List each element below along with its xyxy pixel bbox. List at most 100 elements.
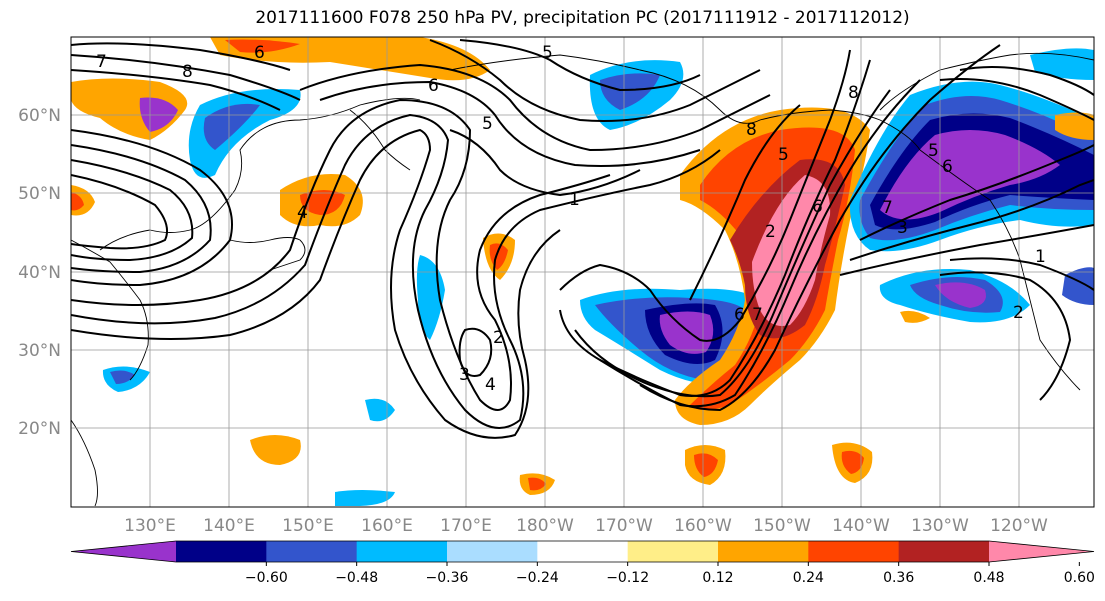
lat-label: 30°N — [18, 341, 61, 361]
colorbar-tick-label: 0.60 — [1064, 570, 1095, 586]
pv-contour — [71, 159, 194, 262]
pv-contour — [559, 49, 851, 342]
pv-contour — [949, 257, 1094, 291]
lon-label: 120°W — [990, 516, 1048, 536]
colorbar-segment — [627, 541, 719, 562]
precip-shading — [71, 37, 1094, 506]
contour-label: 7 — [96, 52, 107, 72]
precip-region — [335, 490, 395, 506]
map-content: 7 8 6 6 5 5 8 1 2 3 4 6 7 2 6 8 4 7 5 6 … — [71, 37, 1094, 507]
precip-region — [250, 435, 301, 465]
lon-label: 130°W — [911, 516, 969, 536]
colorbar-tick-label: −0.60 — [245, 570, 288, 586]
colorbar-tick-label: −0.12 — [606, 570, 649, 586]
coastline — [449, 54, 921, 151]
map-frame — [70, 36, 1095, 508]
precip-region — [528, 477, 546, 491]
contour-label: 1 — [1035, 247, 1046, 267]
precip-region — [300, 190, 345, 215]
pv-contour — [429, 39, 761, 122]
latitude-labels: 60°N 50°N 40°N 30°N 20°N — [18, 106, 61, 439]
coastline — [99, 97, 421, 251]
coastline — [919, 149, 1081, 391]
precip-region — [694, 453, 718, 477]
precip-region — [203, 103, 260, 150]
contour-label: 7 — [752, 305, 763, 325]
contour-label: 6 — [428, 76, 439, 96]
colorbar: −0.60 −0.48 −0.36 −0.24 −0.12 0.12 0.24 0.36 0.4… — [70, 540, 1095, 586]
gridlines — [71, 37, 1094, 507]
lon-label: 160°E — [361, 516, 413, 536]
pv-contour — [449, 129, 641, 197]
precip-region — [900, 310, 930, 323]
pv-contour — [639, 44, 1001, 412]
contour-label: 3 — [459, 365, 470, 385]
pv-contour — [319, 80, 701, 167]
colorbar-segment — [266, 541, 358, 562]
pv-contour — [71, 144, 212, 274]
contour-label: 4 — [485, 375, 496, 395]
pv-contour — [859, 144, 1094, 241]
precip-region — [1055, 112, 1094, 140]
pv-contour — [71, 129, 233, 287]
precip-region — [880, 130, 1060, 220]
pv-contour — [71, 42, 291, 71]
contour-label: 8 — [848, 83, 859, 103]
contour-label: 3 — [897, 218, 908, 238]
colorbar-segment — [898, 541, 990, 562]
lon-label: 170°W — [595, 516, 653, 536]
lon-label: 130°E — [124, 516, 176, 536]
lon-label: 140°E — [203, 516, 255, 536]
pv-contour — [71, 174, 168, 250]
coastline — [349, 109, 411, 171]
pv-contour — [574, 89, 891, 398]
precip-region — [225, 39, 300, 53]
colorbar-extend-min — [71, 541, 176, 562]
colorbar-segment — [176, 541, 267, 562]
contour-label: 8 — [182, 62, 193, 82]
precip-region — [1030, 48, 1094, 80]
precip-region — [71, 192, 84, 211]
pv-contour — [839, 224, 1094, 276]
lon-label: 150°E — [282, 516, 334, 536]
colorbar-outline — [70, 540, 1095, 563]
contour-label: 6 — [734, 305, 745, 325]
lon-label: 160°W — [674, 516, 732, 536]
precip-region — [365, 398, 395, 422]
pv-contour — [71, 69, 281, 111]
colorbar-tick-label: −0.48 — [335, 570, 378, 586]
pv-contour — [71, 113, 721, 429]
map-title: 2017111600 F078 250 hPa PV, precipitatio… — [255, 8, 910, 28]
longitude-labels: 130°E 140°E 150°E 160°E 170°E 180°W 170°… — [124, 516, 1048, 536]
precip-region — [600, 73, 660, 110]
pv-contour — [849, 179, 1094, 261]
pv-contours — [71, 39, 1094, 439]
contour-label: 1 — [569, 190, 580, 210]
pv-contour — [71, 128, 561, 439]
contour-label: 5 — [928, 141, 939, 161]
lat-label: 20°N — [18, 419, 61, 439]
contour-label: 5 — [482, 114, 493, 134]
pv-contour — [71, 54, 301, 101]
pv-contour — [689, 104, 801, 301]
pv-contour — [939, 271, 1072, 401]
pv-contour — [299, 63, 771, 152]
colorbar-tick-label: 0.36 — [883, 570, 914, 586]
colorbar-extend-max — [989, 541, 1094, 562]
precip-region — [110, 370, 135, 384]
colorbar-segment — [718, 541, 809, 562]
coastlines — [71, 52, 1094, 507]
contour-labels: 7 8 6 6 5 5 8 1 2 3 4 6 7 2 6 8 4 7 5 6 … — [96, 43, 1046, 395]
colorbar-tick-label: 0.12 — [702, 570, 733, 586]
pv-contour — [959, 65, 1094, 96]
coastline — [229, 237, 306, 271]
precip-region — [659, 311, 714, 354]
colorbar-tick-label: 0.48 — [973, 570, 1004, 586]
coastline — [71, 419, 98, 507]
contour-label: 6 — [942, 157, 953, 177]
colorbar-segment — [447, 541, 538, 562]
colorbar-tick-label: −0.36 — [426, 570, 469, 586]
lat-label: 60°N — [18, 106, 61, 126]
lon-label: 150°W — [753, 516, 811, 536]
